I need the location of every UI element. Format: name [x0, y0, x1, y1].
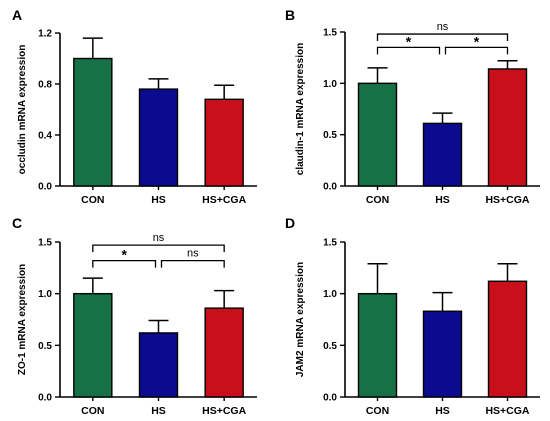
bracket-line [160, 259, 225, 268]
y-axis-label: occludin mRNA expression [17, 45, 28, 175]
significance-label: * [406, 33, 412, 49]
y-tick-label: 0.5 [323, 130, 337, 141]
significance-bracket: * [92, 247, 157, 268]
y-tick-label: 1.5 [323, 28, 337, 39]
significance-label: ns [153, 232, 165, 244]
y-tick-label: 0.0 [323, 393, 337, 404]
y-tick-label: 1.0 [38, 289, 52, 300]
panel-letter: D [285, 215, 295, 231]
y-tick-label: 0.8 [38, 80, 52, 91]
significance-label: * [474, 33, 480, 49]
significance-bracket: ns [376, 21, 509, 42]
x-tick-label: HS [151, 405, 166, 417]
bracket-line [376, 46, 441, 55]
x-tick-label: CON [366, 194, 389, 206]
bracket-line [376, 33, 509, 42]
x-tick-label: CON [81, 194, 104, 206]
significance-label: ns [437, 21, 449, 33]
y-tick-label: 1.2 [38, 29, 52, 40]
significance-label: * [121, 247, 127, 263]
bar-con [357, 82, 398, 187]
y-tick-label: 1.0 [323, 289, 337, 300]
bar-hs [422, 122, 463, 187]
panel-letter: C [12, 215, 22, 231]
x-tick-label: HS+CGA [485, 405, 529, 417]
y-tick-label: 1.5 [323, 238, 337, 249]
x-tick-label: CON [81, 405, 104, 417]
bar-con [73, 57, 113, 187]
bar-hs-cga [487, 68, 528, 187]
panel-d: D JAM2 mRNA expression 0.0 0.5 1.0 1.5 CON HS HS… [285, 215, 540, 417]
y-tick-label: 0.0 [38, 393, 52, 404]
bar-hs [422, 310, 463, 398]
bracket-line [444, 46, 509, 55]
bracket-line [92, 259, 157, 268]
significance-bracket: ns [160, 248, 225, 268]
bar-hs-cga [487, 280, 528, 398]
bracket-line [92, 244, 225, 253]
x-tick-label: CON [366, 405, 389, 417]
x-tick-label: HS [151, 194, 166, 206]
x-tick-label: HS+CGA [202, 194, 246, 206]
x-tick-label: HS [435, 194, 450, 206]
y-axis-label: claudin-1 mRNA expression [295, 43, 306, 175]
x-tick-label: HS+CGA [485, 194, 529, 206]
y-tick-label: 0.4 [38, 131, 52, 142]
panel-c: C ZO-1 mRNA expression 0.0 0.5 1.0 1.5 CON HS HS… [12, 215, 257, 417]
x-tick-label: HS [435, 405, 450, 417]
significance-bracket: * [444, 33, 509, 55]
bar-con [73, 292, 113, 398]
panel-letter: A [12, 7, 22, 23]
panel-letter: B [285, 7, 295, 23]
y-tick-label: 0.0 [38, 182, 52, 193]
bar-hs [138, 88, 179, 187]
y-tick-label: 1.0 [323, 79, 337, 90]
bar-hs-cga [204, 307, 244, 398]
y-tick-label: 0.5 [323, 341, 337, 352]
y-tick-label: 0.0 [323, 182, 337, 193]
bar-con [357, 292, 398, 398]
y-tick-label: 0.5 [38, 341, 52, 352]
y-tick-label: 1.5 [38, 238, 52, 249]
significance-bracket: * [376, 33, 441, 55]
bar-hs [138, 332, 179, 398]
x-tick-label: HS+CGA [202, 405, 246, 417]
bar-hs-cga [204, 98, 244, 187]
y-axis-label: JAM2 mRNA expression [295, 262, 306, 377]
significance-bracket: ns [92, 232, 225, 253]
significance-label: ns [187, 248, 199, 260]
y-axis-label: ZO-1 mRNA expression [17, 264, 28, 375]
